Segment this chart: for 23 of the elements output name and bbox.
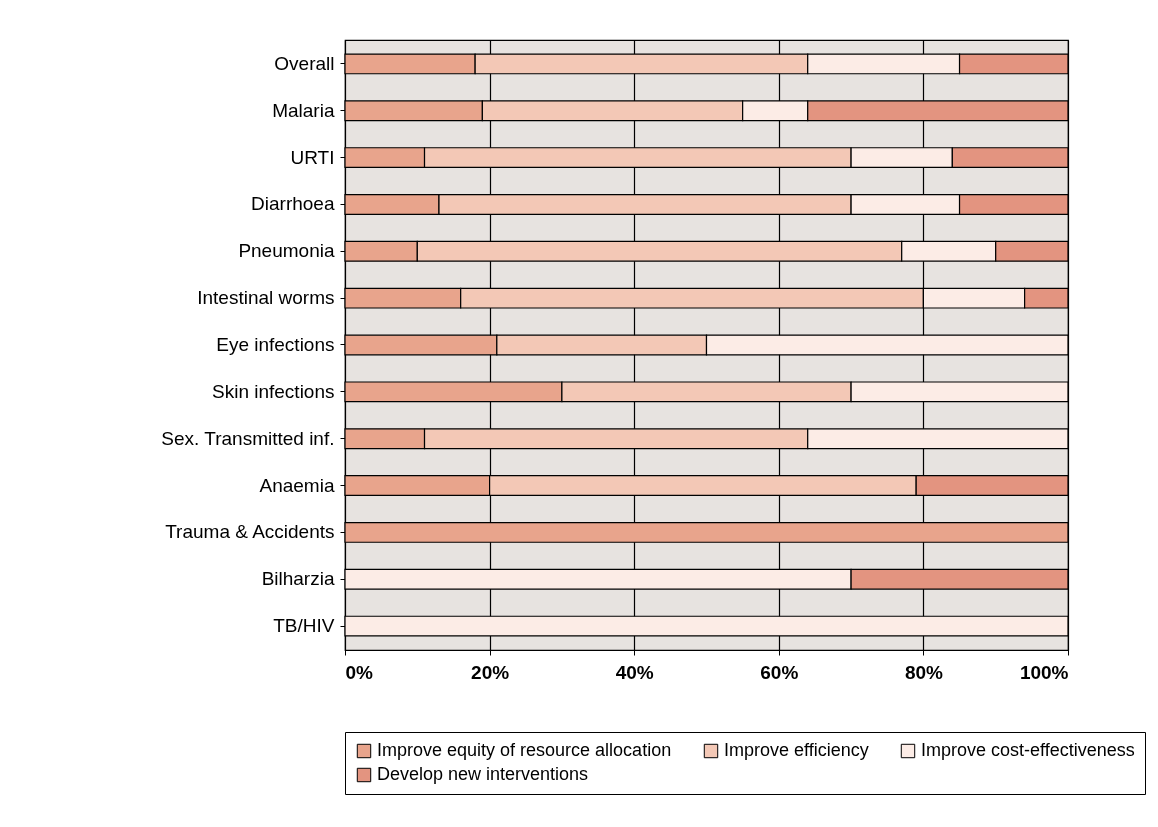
y-tick-label: Trauma & Accidents xyxy=(165,521,335,543)
x-tick-label: 80% xyxy=(904,661,944,683)
y-tick-label: URTI xyxy=(290,146,335,168)
y-tick-label: Malaria xyxy=(272,99,335,121)
y-tick-label: Anaemia xyxy=(259,474,335,496)
x-tick-label: 100% xyxy=(1019,661,1069,683)
legend-label: Improve equity of resource allocation xyxy=(377,740,672,760)
legend-label: Improve cost-effectiveness xyxy=(921,740,1135,760)
y-tick-label: Sex. Transmitted inf. xyxy=(161,427,335,449)
legend-label: Develop new interventions xyxy=(377,764,589,784)
y-tick-label: Overall xyxy=(274,52,335,74)
legend-label: Improve efficiency xyxy=(724,740,869,760)
x-tick-label: 0% xyxy=(345,661,374,683)
x-tick-label: 20% xyxy=(471,661,510,683)
x-tick-label: 40% xyxy=(615,661,654,683)
y-tick-label: Skin infections xyxy=(211,380,335,402)
x-tick-label: 60% xyxy=(760,661,799,683)
y-tick-label: Intestinal worms xyxy=(197,287,335,309)
y-tick-label: Pneumonia xyxy=(238,240,335,262)
y-tick-label: Bilharzia xyxy=(261,568,335,590)
y-tick-label: Eye infections xyxy=(216,334,335,355)
y-tick-label: TB/HIV xyxy=(273,615,335,637)
y-tick-label: Diarrhoea xyxy=(251,193,335,215)
